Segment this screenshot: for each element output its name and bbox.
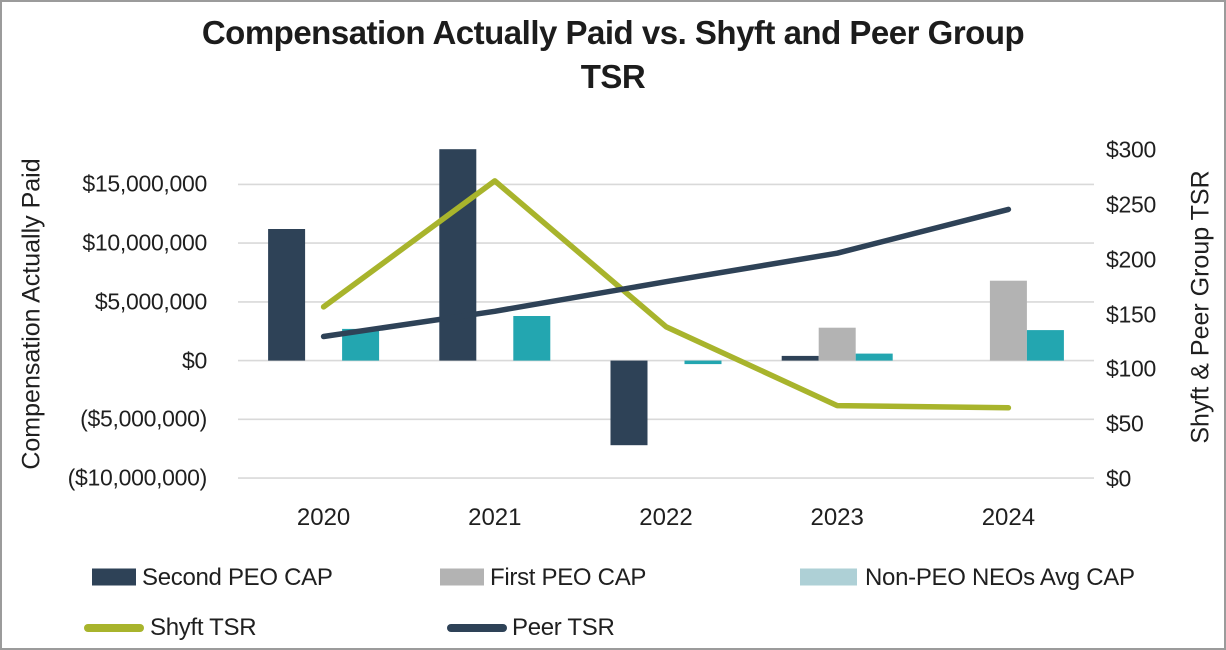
legend-label-peer-tsr: Peer TSR — [512, 614, 615, 641]
right-axis-tick: $100 — [1106, 355, 1156, 382]
line-peer-tsr — [320, 206, 1012, 340]
right-axis-tick: $50 — [1106, 410, 1144, 437]
legend-label-first-peo-cap: First PEO CAP — [490, 564, 647, 591]
bar-second-peo-cap-2020 — [268, 229, 306, 361]
left-axis-tick: ($5,000,000) — [80, 405, 207, 432]
x-axis-label-2022: 2022 — [639, 504, 693, 531]
left-axis-tick: $5,000,000 — [94, 288, 207, 315]
x-axis-label-2024: 2024 — [981, 504, 1036, 531]
bar-non-peo-neos-avg-cap-2021 — [513, 316, 551, 361]
bar-non-peo-neos-avg-cap-2024 — [1026, 330, 1064, 361]
bar-first-peo-cap-2023 — [818, 327, 856, 361]
bar-second-peo-cap-2021 — [439, 149, 477, 361]
legend-line-shyft-tsr — [84, 624, 144, 632]
right-axis-tick: $0 — [1106, 465, 1131, 492]
right-axis-tick: $300 — [1106, 136, 1156, 163]
right-axis-tick: $200 — [1106, 246, 1156, 273]
legend-swatch-non-peo-neos-avg-cap — [800, 568, 857, 586]
left-axis-tick: $0 — [182, 347, 207, 374]
legend-swatch-first-peo-cap — [440, 568, 484, 586]
legend-label-shyft-tsr: Shyft TSR — [150, 614, 257, 641]
line-shyft-tsr — [320, 178, 1012, 411]
right-axis-tick: $250 — [1106, 191, 1156, 218]
left-axis-tick: $10,000,000 — [82, 229, 207, 256]
bar-non-peo-neos-avg-cap-2023 — [855, 353, 893, 361]
left-axis-tick: ($10,000,000) — [67, 464, 208, 491]
x-axis-label-2020: 2020 — [296, 504, 351, 531]
chart-title-line-1: Compensation Actually Paid vs. Shyft and… — [201, 14, 1025, 51]
legend-line-peer-tsr — [447, 624, 507, 632]
chart-title-line-2: TSR — [580, 58, 646, 95]
legend-swatch-second-peo-cap — [92, 568, 136, 586]
bar-non-peo-neos-avg-cap-2022 — [684, 360, 722, 365]
legend-label-second-peo-cap: Second PEO CAP — [142, 564, 333, 591]
right-axis-tick: $150 — [1106, 301, 1156, 328]
left-axis-tick: $15,000,000 — [82, 170, 207, 197]
bar-second-peo-cap-2022 — [610, 360, 648, 446]
bar-first-peo-cap-2024 — [989, 280, 1027, 361]
legend-label-non-peo-neos-avg-cap: Non-PEO NEOs Avg CAP — [865, 564, 1135, 591]
x-axis-label-2021: 2021 — [468, 504, 522, 531]
bar-second-peo-cap-2023 — [781, 355, 819, 361]
x-axis-label-2023: 2023 — [810, 504, 864, 531]
